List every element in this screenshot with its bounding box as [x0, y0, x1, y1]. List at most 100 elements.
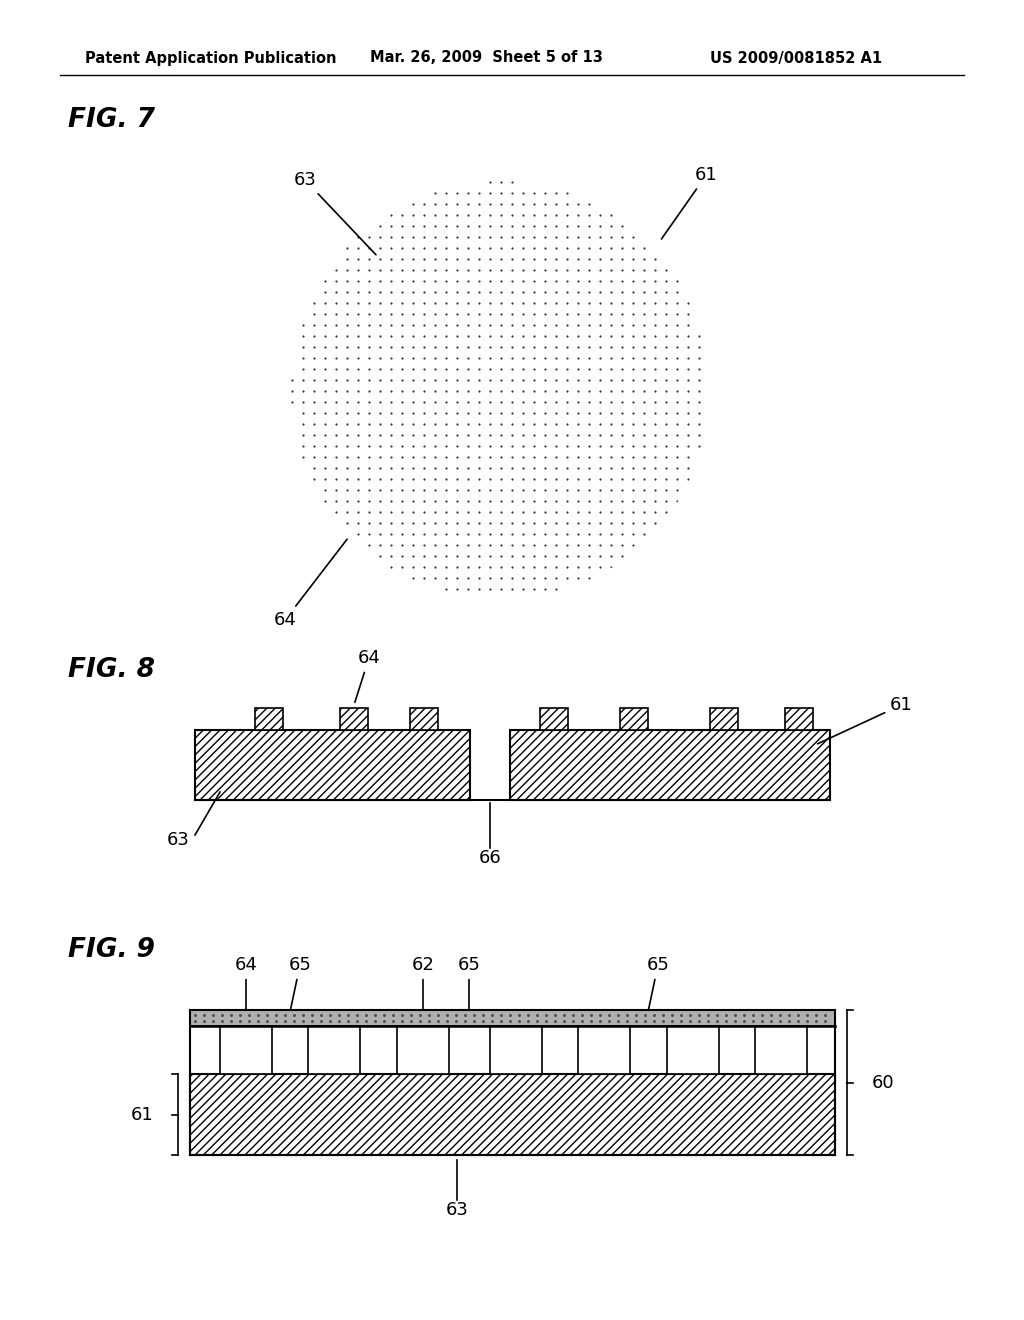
Point	[664, 1005, 680, 1026]
Point	[504, 578, 520, 599]
Point	[339, 260, 355, 281]
Point	[316, 293, 333, 314]
Point	[504, 359, 520, 380]
Point	[404, 326, 421, 347]
Point	[537, 524, 553, 545]
Point	[372, 215, 388, 236]
Point	[581, 359, 597, 380]
Point	[547, 1010, 563, 1031]
Point	[654, 1005, 671, 1026]
Point	[328, 260, 344, 281]
Point	[625, 281, 641, 302]
Point	[618, 1010, 635, 1031]
Point	[482, 512, 499, 533]
Point	[416, 392, 432, 413]
Point	[636, 403, 652, 424]
Point	[537, 512, 553, 533]
Bar	[195, 730, 470, 800]
Point	[316, 403, 333, 424]
Point	[613, 469, 630, 490]
Point	[657, 436, 674, 457]
Point	[537, 392, 553, 413]
Point	[581, 326, 597, 347]
Point	[504, 502, 520, 523]
Point	[339, 304, 355, 325]
Point	[350, 271, 367, 292]
Point	[416, 304, 432, 325]
Point	[504, 337, 520, 358]
Point	[781, 1010, 798, 1031]
Point	[438, 446, 455, 467]
Point	[404, 227, 421, 248]
Point	[350, 359, 367, 380]
Point	[548, 479, 564, 500]
Point	[603, 380, 620, 401]
Point	[613, 512, 630, 533]
Point	[427, 347, 443, 368]
Point	[316, 304, 333, 325]
Point	[603, 304, 620, 325]
Point	[569, 293, 586, 314]
Point	[709, 1005, 725, 1026]
Point	[460, 512, 476, 533]
Point	[548, 205, 564, 226]
Point	[404, 271, 421, 292]
Point	[515, 326, 531, 347]
Point	[592, 370, 608, 391]
Point	[350, 479, 367, 500]
Point	[404, 446, 421, 467]
Point	[438, 337, 455, 358]
Point	[339, 347, 355, 368]
Point	[647, 446, 664, 467]
Point	[592, 271, 608, 292]
Point	[471, 458, 487, 479]
Point	[493, 326, 509, 347]
Point	[647, 260, 664, 281]
Point	[515, 271, 531, 292]
Point	[339, 359, 355, 380]
Point	[416, 545, 432, 566]
Text: 60: 60	[871, 1073, 894, 1092]
Point	[383, 545, 399, 566]
Point	[295, 370, 311, 391]
Bar	[410, 708, 438, 730]
Point	[699, 1010, 716, 1031]
Point	[438, 392, 455, 413]
Point	[268, 1005, 285, 1026]
Bar	[255, 708, 283, 730]
Point	[525, 469, 542, 490]
Point	[559, 524, 575, 545]
Point	[328, 413, 344, 434]
Point	[537, 194, 553, 215]
Point	[569, 238, 586, 259]
Point	[339, 446, 355, 467]
Point	[511, 1010, 527, 1031]
Point	[525, 446, 542, 467]
Point	[647, 502, 664, 523]
Point	[559, 446, 575, 467]
Point	[404, 535, 421, 556]
Point	[581, 194, 597, 215]
Point	[493, 248, 509, 269]
Point	[438, 436, 455, 457]
Point	[657, 469, 674, 490]
Point	[482, 502, 499, 523]
Point	[339, 326, 355, 347]
Point	[404, 194, 421, 215]
Point	[493, 512, 509, 533]
Point	[196, 1005, 212, 1026]
Point	[548, 578, 564, 599]
Point	[647, 359, 664, 380]
Point	[603, 557, 620, 578]
Point	[339, 337, 355, 358]
Point	[394, 425, 411, 446]
Point	[482, 314, 499, 335]
Point	[592, 469, 608, 490]
Point	[625, 304, 641, 325]
Point	[357, 1005, 374, 1026]
Point	[295, 1005, 311, 1026]
Point	[790, 1010, 806, 1031]
Point	[383, 359, 399, 380]
Point	[214, 1010, 230, 1031]
Point	[647, 458, 664, 479]
